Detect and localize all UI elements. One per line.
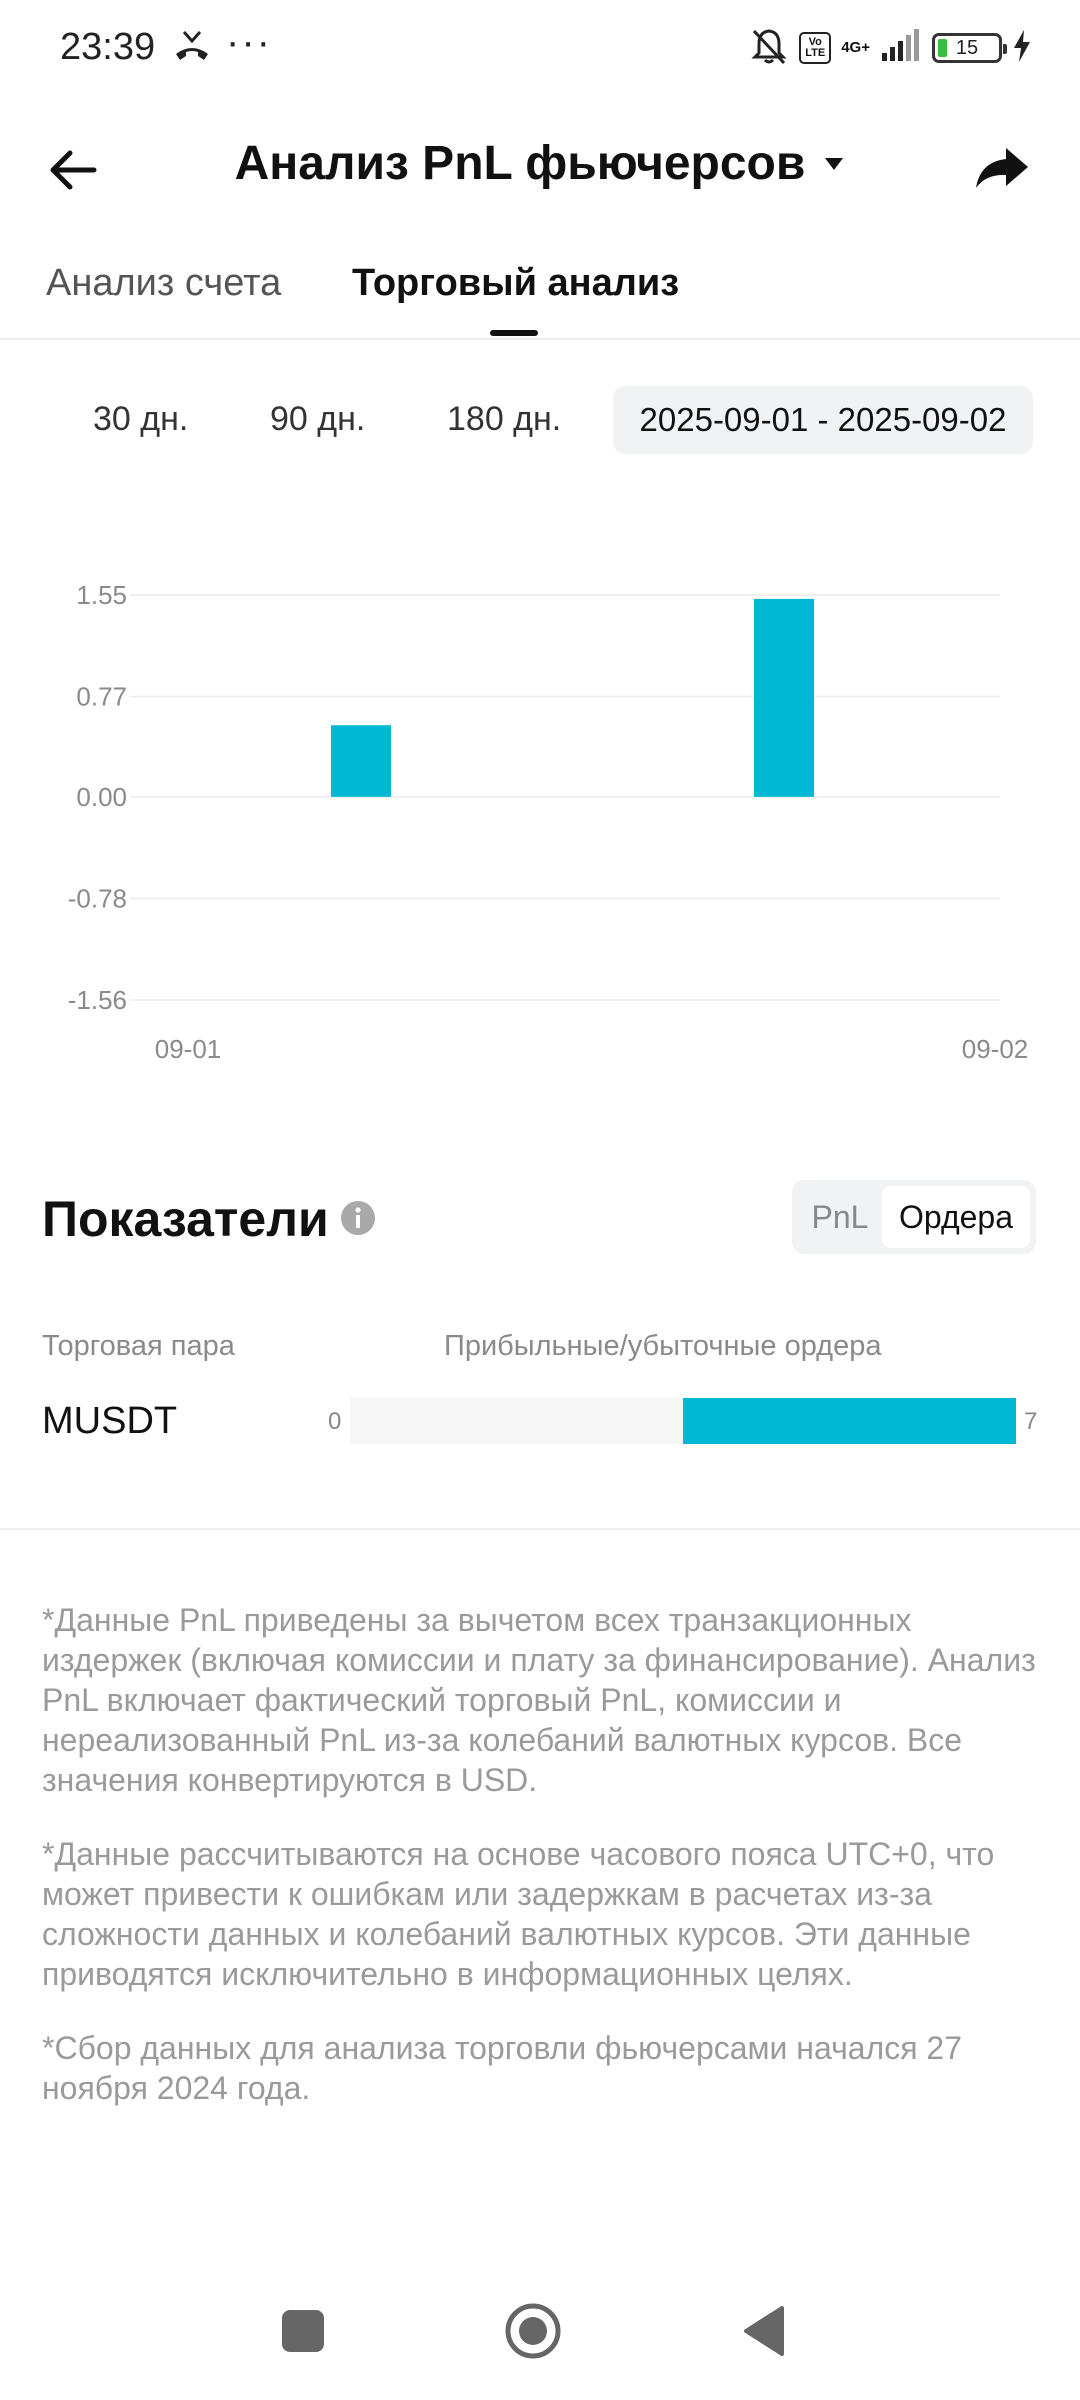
date-range-button[interactable]: 2025-09-01 - 2025-09-02: [613, 386, 1033, 454]
chart-bar[interactable]: [754, 598, 814, 797]
x-tick-label: 09-02: [962, 1034, 1029, 1064]
header: Анализ PnL фьючерсов: [0, 120, 1080, 220]
back-arrow-icon[interactable]: [44, 144, 104, 196]
system-nav-bar: [0, 2280, 1080, 2400]
period-180-days[interactable]: 180 дн.: [447, 400, 562, 438]
metric-toggle: PnL Ордера: [792, 1180, 1036, 1254]
y-tick-label: 0.77: [76, 682, 127, 712]
indicators-title: Показатели: [42, 1191, 329, 1247]
orders-bar-fill: [683, 1398, 1016, 1444]
column-header-pair: Торговая пара: [42, 1330, 235, 1362]
status-icons: Vo LTE 4G+ 15: [749, 26, 1032, 70]
share-icon[interactable]: [972, 142, 1032, 194]
tab-account-analysis[interactable]: Анализ счета: [46, 262, 282, 304]
note-data-start: *Сбор данных для анализа торговли фьючер…: [42, 2030, 963, 2106]
period-selector: 30 дн. 90 дн. 180 дн. 2025-09-01 - 2025-…: [0, 386, 1080, 456]
x-tick-label: 09-01: [155, 1034, 222, 1064]
y-tick-label: 1.55: [76, 580, 127, 610]
period-30-days[interactable]: 30 дн.: [93, 400, 189, 438]
volte-icon: Vo LTE: [799, 32, 832, 64]
status-bar: 23:39 ··· Vo LTE 4G+: [0, 0, 1080, 96]
page-title-dropdown[interactable]: Анализ PnL фьючерсов: [235, 136, 846, 191]
recents-square-icon[interactable]: [282, 2310, 324, 2352]
signal-icon: [880, 28, 922, 68]
period-90-days[interactable]: 90 дн.: [270, 400, 366, 438]
disclaimer-notes: *Данные PnL приведены за вычетом всех тр…: [42, 1600, 1042, 2142]
orders-min-value: 0: [328, 1408, 342, 1435]
chart-bar[interactable]: [331, 725, 391, 797]
y-tick-label: 0.00: [76, 782, 127, 812]
status-more-dots: ···: [226, 20, 272, 64]
network-type: 4G+: [841, 39, 870, 56]
section-divider: [0, 1528, 1080, 1530]
tab-bar: Анализ счета Торговый анализ: [0, 250, 1080, 340]
tab-trading-analysis[interactable]: Торговый анализ: [352, 262, 680, 304]
charging-icon: [1012, 29, 1032, 68]
caret-down-icon: [825, 157, 844, 170]
pair-name: MUSDT: [42, 1400, 178, 1442]
y-tick-label: -1.56: [68, 985, 127, 1015]
active-tab-indicator: [490, 330, 538, 336]
missed-call-icon: [172, 28, 212, 69]
home-circle-icon[interactable]: [504, 2302, 562, 2360]
note-timezone: *Данные рассчитываются на основе часовог…: [42, 1836, 995, 1992]
y-tick-label: -0.78: [68, 883, 127, 913]
note-pnl-fees: *Данные PnL приведены за вычетом всех тр…: [42, 1602, 1036, 1798]
battery-level: 15: [955, 36, 979, 59]
toggle-pnl[interactable]: PnL: [811, 1198, 869, 1235]
column-header-orders: Прибыльные/убыточные ордера: [444, 1330, 882, 1362]
info-icon[interactable]: [340, 1200, 376, 1236]
pnl-bar-chart: 1.55 0.77 0.00 -0.78 -1.56 09-01 09-02: [68, 580, 1029, 1064]
back-triangle-icon[interactable]: [742, 2304, 786, 2358]
orders-bar-track: [350, 1398, 1016, 1444]
page-title: Анализ PnL фьючерсов: [234, 137, 806, 190]
bell-off-icon: [749, 26, 789, 71]
battery-icon: 15: [932, 33, 1007, 63]
table-row[interactable]: MUSDT 0 7: [0, 1390, 1080, 1460]
toggle-orders[interactable]: Ордера: [882, 1186, 1030, 1248]
orders-max-value: 7: [1024, 1408, 1038, 1435]
status-time: 23:39: [60, 26, 156, 68]
